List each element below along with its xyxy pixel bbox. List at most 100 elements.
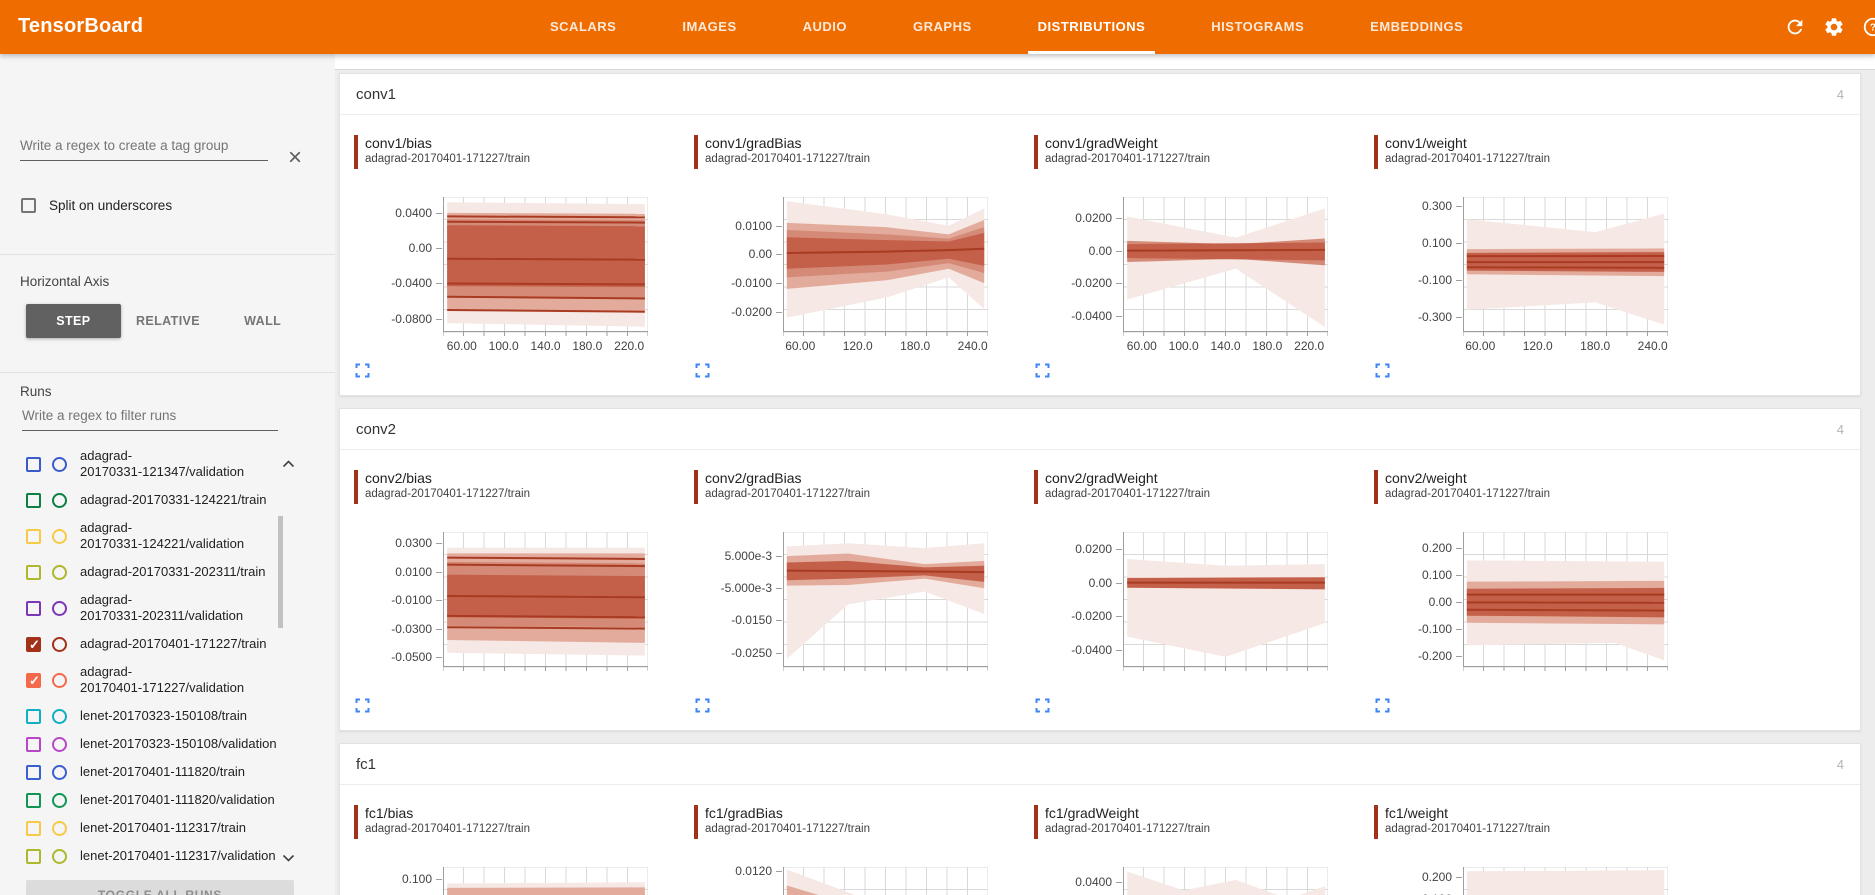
run-checkbox[interactable]	[26, 792, 41, 808]
y-tick-mark	[1456, 280, 1462, 282]
run-item[interactable]: adagrad- 20170331-124221/validation	[0, 514, 300, 558]
scroll-down-icon[interactable]	[282, 854, 295, 862]
run-radio[interactable]	[52, 456, 67, 472]
y-tick-mark	[776, 620, 782, 622]
distribution-plot	[1122, 196, 1329, 336]
run-name: lenet-20170323-150108/validation	[80, 736, 277, 751]
expand-chart-button[interactable]	[694, 363, 710, 379]
run-radio[interactable]	[52, 792, 67, 808]
tab-distributions[interactable]: DISTRIBUTIONS	[1027, 0, 1156, 54]
chart-title-text: conv1/gradWeight adagrad-20170401-171227/…	[1045, 135, 1210, 169]
chart-title-block: fc1/weight adagrad-20170401-171227/train	[1374, 805, 1706, 839]
sections-container: conv1 4 conv1/bias adagrad-20170401-171227/…	[335, 73, 1875, 895]
chart-title-text: conv2/bias adagrad-20170401-171227/train	[365, 470, 530, 504]
run-radio[interactable]	[52, 492, 67, 508]
expand-chart-button[interactable]	[1034, 363, 1050, 379]
section-card: fc1 4 fc1/bias adagrad-20170401-171227/trai…	[339, 743, 1861, 895]
split-on-underscores-row[interactable]: Split on underscores	[21, 198, 172, 213]
run-item[interactable]: adagrad-20170331-124221/train	[0, 486, 300, 514]
run-radio[interactable]	[52, 564, 67, 580]
run-item[interactable]: lenet-20170323-150108/train	[0, 702, 300, 730]
run-radio[interactable]	[52, 820, 67, 836]
settings-icon[interactable]	[1823, 16, 1845, 38]
tag-group-regex-input[interactable]	[20, 134, 268, 161]
tab-images[interactable]: IMAGES	[682, 19, 737, 34]
run-radio[interactable]	[52, 600, 67, 616]
run-item[interactable]: lenet-20170323-150108/validation	[0, 730, 300, 758]
run-color-bar	[1374, 135, 1378, 169]
run-checkbox[interactable]	[26, 564, 41, 580]
run-radio[interactable]	[52, 708, 67, 724]
run-checkbox[interactable]	[26, 848, 41, 864]
run-item[interactable]: lenet-20170401-112317/train	[0, 814, 300, 842]
help-icon[interactable]: ?	[1862, 16, 1875, 38]
run-radio[interactable]	[52, 672, 67, 688]
run-radio[interactable]	[52, 636, 67, 652]
chart-title-block: conv2/weight adagrad-20170401-171227/trai…	[1374, 470, 1706, 504]
run-checkbox[interactable]	[26, 708, 41, 724]
run-checkbox[interactable]	[26, 764, 41, 780]
run-radio[interactable]	[52, 764, 67, 780]
close-icon[interactable]: ×	[288, 144, 303, 171]
run-checkbox[interactable]	[26, 736, 41, 752]
run-item[interactable]: lenet-20170401-111820/train	[0, 758, 300, 786]
refresh-icon[interactable]	[1784, 16, 1806, 38]
run-item[interactable]: adagrad-20170331-202311/train	[0, 558, 300, 586]
split-checkbox[interactable]	[21, 198, 36, 213]
scroll-up-icon[interactable]	[282, 460, 295, 468]
run-checkbox[interactable]	[26, 456, 41, 472]
axis-option-wall[interactable]: WALL	[244, 314, 282, 328]
chart-card: conv1/gradBias adagrad-20170401-171227/tr…	[686, 135, 1026, 383]
runs-scrollbar-thumb[interactable]	[278, 516, 283, 628]
run-item[interactable]: lenet-20170401-112317/validation	[0, 842, 300, 870]
section-header[interactable]: conv2 4	[340, 409, 1860, 450]
tab-audio[interactable]: AUDIO	[802, 19, 848, 34]
chart-run-subtitle: adagrad-20170401-171227/train	[705, 488, 870, 500]
plot-area	[1122, 531, 1329, 672]
axis-option-step[interactable]: STEP	[26, 304, 121, 338]
y-tick-mark	[436, 318, 442, 320]
run-item[interactable]: adagrad- 20170331-202311/validation	[0, 586, 300, 630]
expand-chart-button[interactable]	[1374, 363, 1390, 379]
tab-embeddings[interactable]: EMBEDDINGS	[1370, 19, 1464, 34]
plot-area	[1462, 531, 1669, 672]
distribution-plot	[442, 196, 649, 336]
y-axis-labels: 0.0400 0.00 -0.0400 -0.0800	[346, 197, 443, 337]
expand-chart-button[interactable]	[1374, 698, 1390, 714]
run-name: lenet-20170323-150108/train	[80, 708, 247, 723]
run-item[interactable]: ✓ adagrad- 20170401-171227/validation	[0, 658, 300, 702]
run-checkbox[interactable]	[26, 820, 41, 836]
chart-title-text: conv1/weight adagrad-20170401-171227/trai…	[1385, 135, 1550, 169]
runs-filter-input[interactable]	[22, 404, 278, 431]
expand-chart-button[interactable]	[694, 698, 710, 714]
expand-chart-button[interactable]	[1034, 698, 1050, 714]
x-axis-labels: 60.00 120.0 180.0 240.0	[1463, 337, 1683, 355]
run-checkbox[interactable]	[26, 528, 41, 544]
run-checkbox[interactable]	[26, 492, 41, 508]
run-checkbox[interactable]: ✓	[26, 636, 41, 652]
run-radio[interactable]	[52, 736, 67, 752]
run-item[interactable]: adagrad- 20170331-121347/validation	[0, 442, 300, 486]
expand-chart-button[interactable]	[354, 698, 370, 714]
axis-option-relative[interactable]: RELATIVE	[135, 314, 201, 328]
run-checkbox[interactable]	[26, 600, 41, 616]
section-header[interactable]: fc1 4	[340, 744, 1860, 785]
section-header[interactable]: conv1 4	[340, 74, 1860, 115]
plot-row: 0.0400 0.00 -0.0400 -0.0800	[346, 196, 686, 337]
x-tick-label: 240.0	[1637, 339, 1668, 353]
toggle-all-runs-button[interactable]: TOGGLE ALL RUNS	[26, 880, 294, 895]
y-tick-label: 0.0100	[395, 564, 432, 579]
run-item[interactable]: ✓ adagrad-20170401-171227/train	[0, 630, 300, 658]
tab-graphs[interactable]: GRAPHS	[913, 19, 972, 34]
plot-area	[1462, 866, 1669, 895]
expand-chart-button[interactable]	[354, 363, 370, 379]
run-checkbox[interactable]: ✓	[26, 672, 41, 688]
tab-scalars[interactable]: SCALARS	[550, 19, 617, 34]
chart-title: fc1/bias	[365, 805, 414, 821]
y-tick-mark	[1456, 206, 1462, 208]
run-radio[interactable]	[52, 848, 67, 864]
run-radio[interactable]	[52, 528, 67, 544]
run-item[interactable]: lenet-20170401-111820/validation	[0, 786, 300, 814]
tab-histograms[interactable]: HISTOGRAMS	[1211, 19, 1305, 34]
